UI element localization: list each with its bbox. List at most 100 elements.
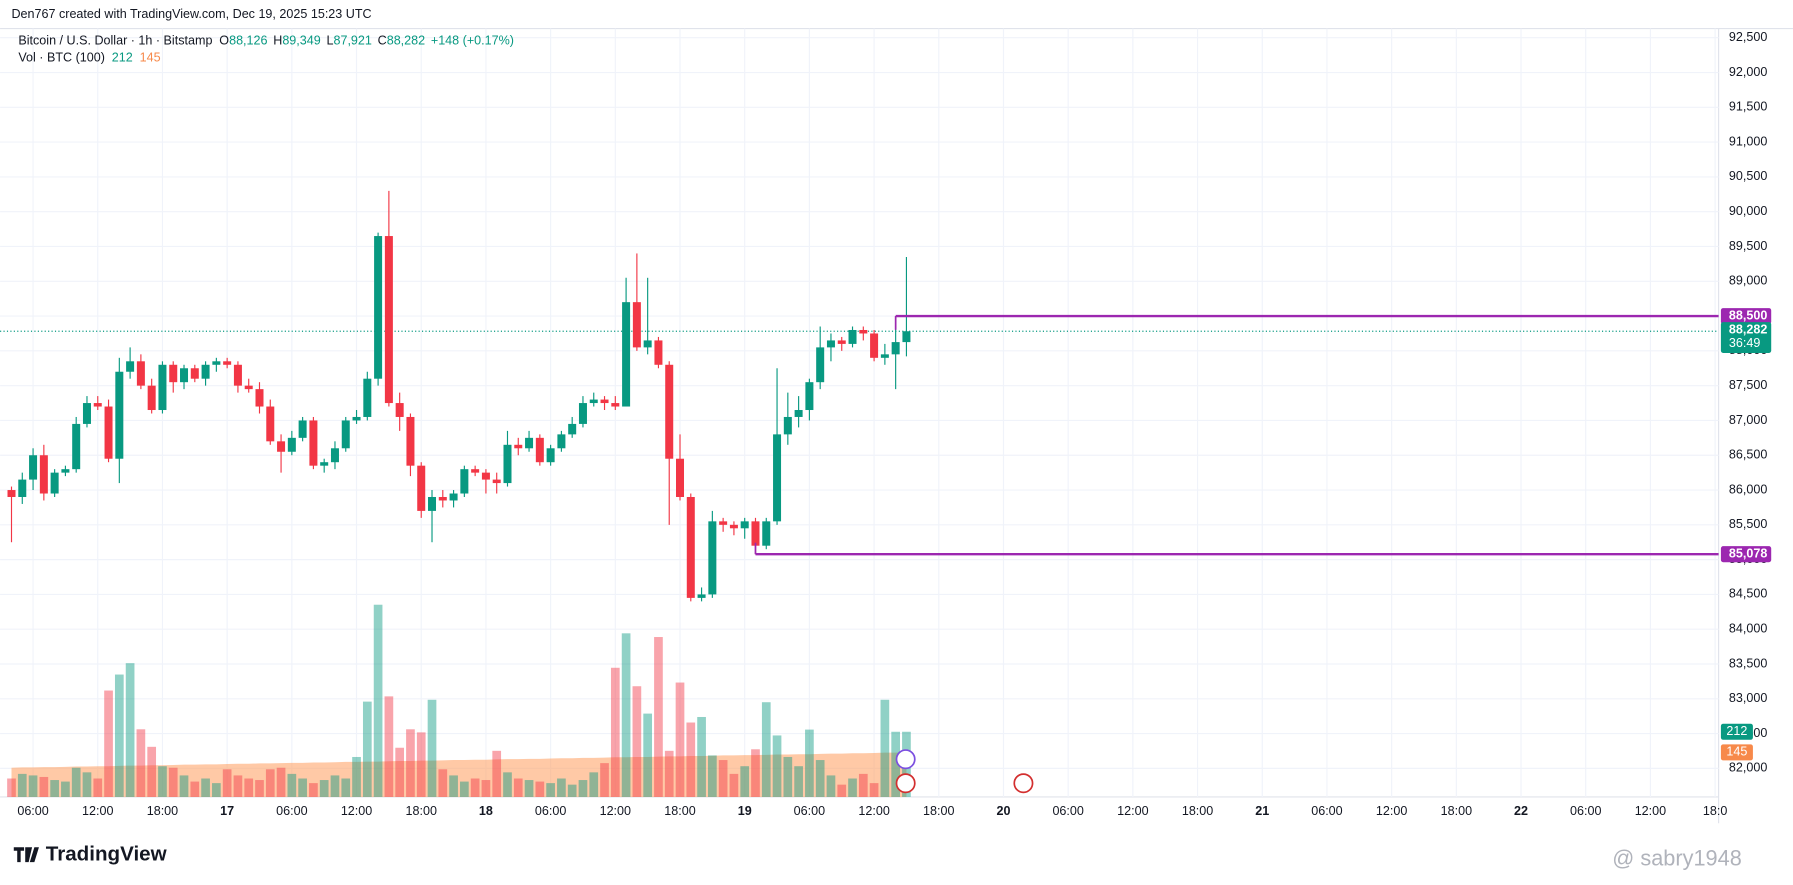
x-tick-label: 12:00 — [82, 804, 113, 818]
volume-bar — [524, 780, 534, 797]
candle-body — [147, 385, 156, 411]
volume-bar — [71, 767, 81, 797]
volume-bar — [28, 775, 38, 797]
volume-bar — [341, 778, 351, 797]
volume-bar — [82, 772, 92, 797]
candle-body — [223, 361, 232, 365]
volume-ma-area — [11, 752, 907, 797]
volume-bar — [330, 775, 340, 797]
candle-body — [61, 469, 70, 473]
volume-bar — [276, 767, 286, 797]
candle-body — [589, 399, 598, 404]
volume-tag — [1720, 723, 1753, 740]
candle-body — [449, 493, 458, 501]
y-tick-label: 84,000 — [1729, 622, 1767, 636]
x-tick-label: 06:00 — [276, 804, 307, 818]
candle-body — [676, 458, 685, 497]
candle-body — [600, 399, 609, 404]
volume-bar — [503, 772, 512, 797]
volume-bar — [104, 690, 113, 797]
legend-value: 88,126 — [229, 33, 267, 47]
x-tick-label: 18:00 — [664, 804, 695, 818]
y-tick-label: 82,000 — [1729, 761, 1767, 775]
volume-bar — [39, 776, 49, 797]
event-icons — [895, 749, 1034, 794]
candle-body — [417, 465, 426, 511]
volume-bar — [632, 686, 642, 797]
candle-body — [568, 423, 577, 435]
x-tick-label: 22 — [1514, 804, 1528, 818]
legend-key: O — [219, 33, 229, 47]
candle-body — [686, 496, 695, 598]
volume-bar — [255, 780, 264, 797]
volume-bar — [7, 778, 16, 797]
candle-body — [406, 416, 415, 466]
y-tick-label: 89,000 — [1729, 274, 1767, 288]
volume-bar — [729, 773, 739, 797]
candle-body — [848, 329, 857, 344]
candle-body — [330, 448, 339, 463]
legend-value: 89,349 — [282, 33, 320, 47]
x-tick-label: 18:0 — [1703, 804, 1727, 818]
candle-body — [384, 236, 393, 404]
legend-change: +148 (+0.17%) — [431, 33, 514, 47]
x-tick-label: 18:00 — [923, 804, 954, 818]
candle-body — [902, 331, 911, 343]
event-icon[interactable] — [895, 749, 916, 770]
volume-legend-value: 212 — [112, 51, 133, 65]
volume-bar — [869, 783, 879, 797]
volume-bar — [190, 781, 200, 797]
candle-body — [363, 378, 372, 417]
candle-body — [751, 521, 760, 546]
candle-body — [654, 340, 663, 365]
volume-bar — [406, 729, 415, 797]
candle-body — [39, 455, 48, 494]
volume-bar — [535, 781, 545, 797]
volume-bar — [772, 735, 782, 797]
volume-bar — [125, 663, 135, 797]
volume-bar — [319, 780, 329, 797]
y-tick-label: 87,000 — [1729, 413, 1767, 427]
candle-body — [773, 434, 782, 522]
x-tick-label: 20 — [996, 804, 1010, 818]
candle-body — [729, 524, 738, 529]
candle-body — [578, 403, 587, 424]
level-tag — [1720, 546, 1772, 563]
candle-body — [859, 329, 868, 334]
volume-bar — [697, 716, 706, 797]
candle-body — [611, 403, 620, 407]
volume-bar — [158, 766, 167, 797]
volume-bar — [686, 722, 696, 797]
candle-body — [104, 406, 113, 459]
event-icon[interactable] — [1013, 773, 1034, 794]
volume-bar — [395, 747, 405, 797]
candle-body — [255, 389, 264, 407]
x-tick-label: 06:00 — [17, 804, 48, 818]
event-icon[interactable] — [895, 773, 916, 794]
y-tick-label: 92,000 — [1729, 65, 1767, 79]
volume-bar — [751, 749, 760, 797]
volume-bar — [168, 767, 178, 797]
volume-bar — [362, 701, 372, 797]
volume-bar — [621, 633, 631, 797]
volume-bar — [265, 769, 275, 797]
y-tick-label: 87,500 — [1729, 378, 1767, 392]
grid — [0, 28, 1719, 797]
candle-body — [460, 469, 469, 494]
candle-body — [82, 403, 91, 424]
candle-body — [298, 420, 307, 438]
volume-bar — [50, 780, 59, 797]
y-tick-label: 89,500 — [1729, 239, 1767, 253]
candle-body — [126, 361, 135, 372]
level-label: 85,078 — [1729, 547, 1767, 561]
volume-bar — [470, 778, 480, 797]
candle-body — [481, 472, 490, 480]
x-tick-label: 12:00 — [1376, 804, 1407, 818]
candle-body — [740, 521, 749, 529]
candle-body — [428, 496, 437, 511]
volume-legend: Vol · BTC (100) — [18, 51, 105, 65]
volume-bar — [233, 775, 243, 797]
candle-body — [557, 434, 566, 449]
volume-bar — [600, 763, 609, 797]
